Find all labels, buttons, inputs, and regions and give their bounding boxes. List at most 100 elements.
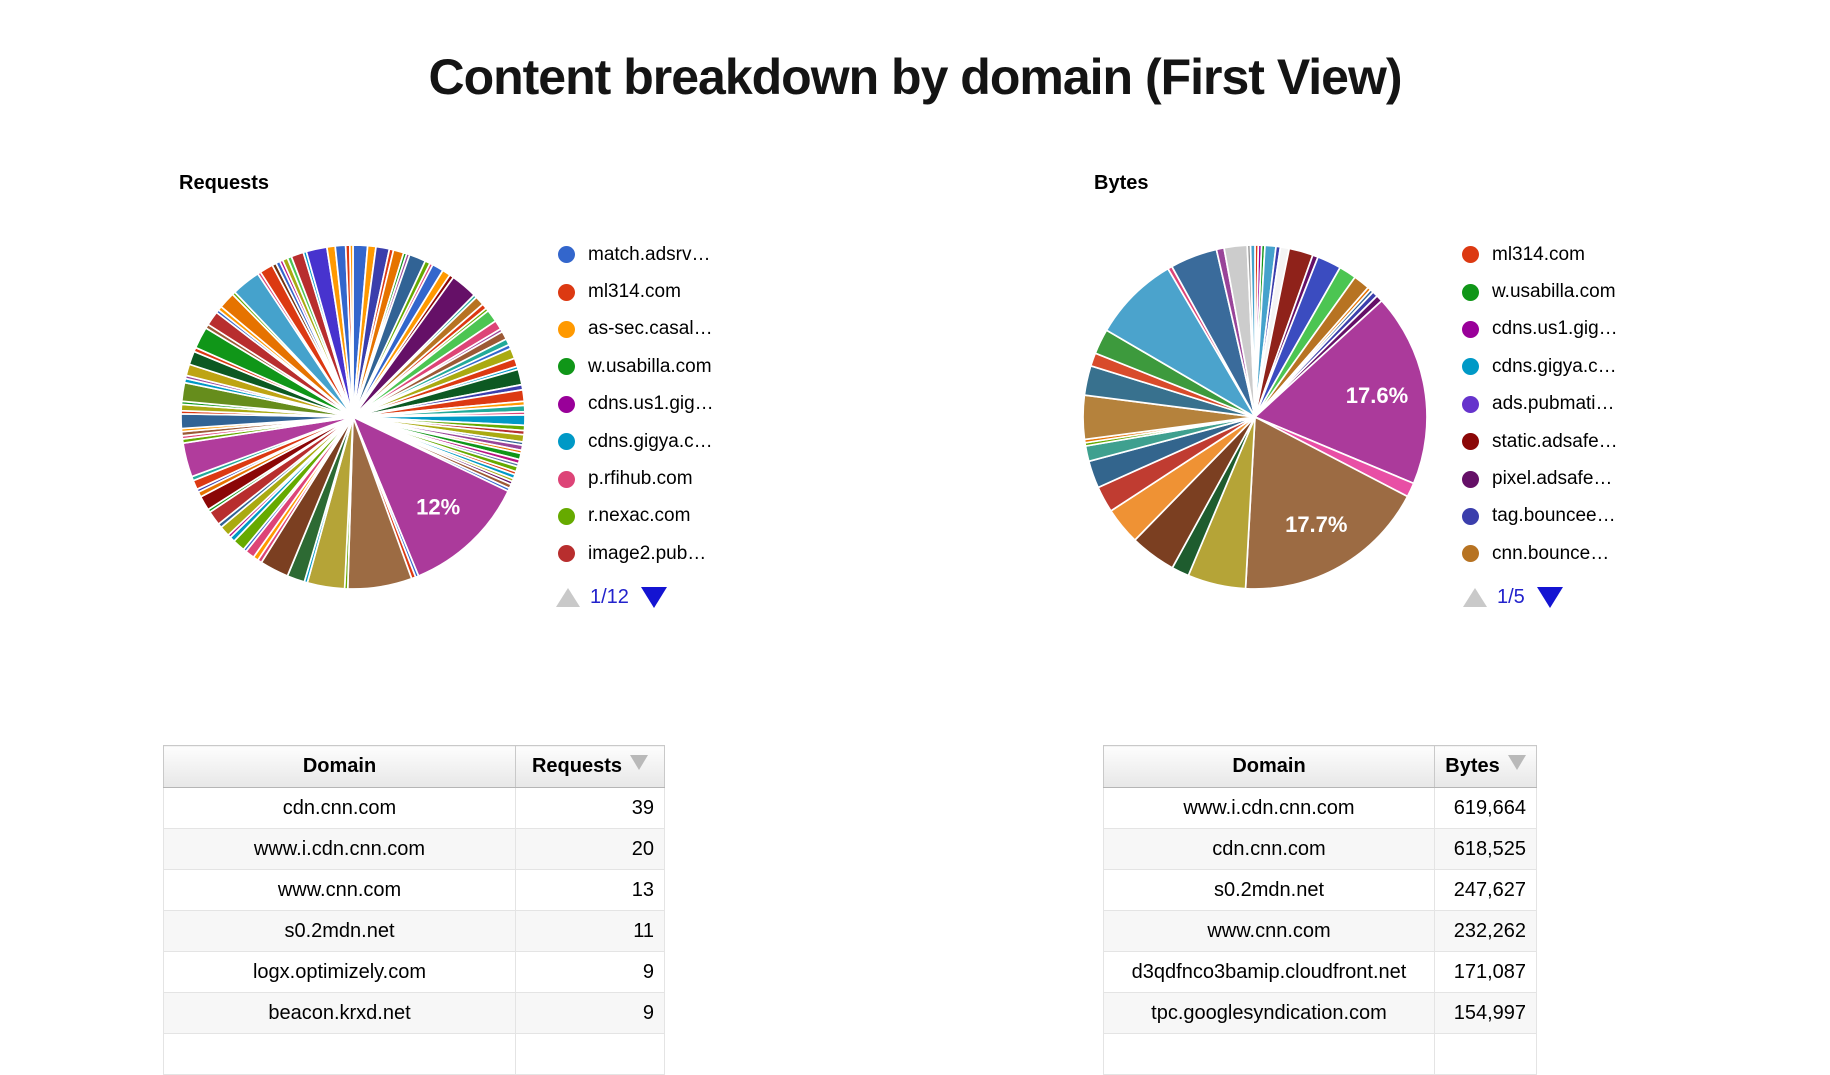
- value-cell: 13: [515, 869, 665, 911]
- value-cell: 20: [515, 828, 665, 870]
- legend-item[interactable]: w.usabilla.com: [1462, 273, 1618, 310]
- domain-cell: d3qdfnco3bamip.cloudfront.net: [1103, 951, 1435, 993]
- legend-item-label: pixel.adsafe…: [1492, 468, 1613, 490]
- table-row: beacon.krxd.net 9: [163, 992, 665, 1034]
- legend-color-dot-icon: [558, 283, 575, 301]
- table-row: www.i.cdn.cnn.com 20: [163, 828, 665, 870]
- sort-desc-icon: [1507, 755, 1526, 770]
- legend-color-dot-icon: [558, 395, 575, 413]
- domain-column-header[interactable]: Domain: [1103, 745, 1435, 788]
- legend-item[interactable]: p.rfihub.com: [558, 460, 714, 497]
- legend-item-label: w.usabilla.com: [1492, 281, 1616, 303]
- legend-color-dot-icon: [1462, 246, 1479, 264]
- legend-page-down-icon[interactable]: [640, 587, 667, 608]
- domain-cell: [163, 1033, 516, 1075]
- domain-cell: www.cnn.com: [1103, 910, 1435, 952]
- table-row: www.cnn.com 13: [163, 869, 665, 911]
- pie-slice[interactable]: [1244, 415, 1409, 590]
- pie-slice[interactable]: [348, 244, 354, 418]
- legend-color-dot-icon: [558, 545, 575, 563]
- legend-item[interactable]: ml314.com: [1462, 236, 1618, 273]
- value-cell: 39: [515, 787, 665, 829]
- legend-item[interactable]: cdns.us1.gig…: [558, 386, 714, 423]
- page-title: Content breakdown by domain (First View): [428, 48, 1402, 105]
- value-cell: 171,087: [1434, 951, 1537, 993]
- legend-item[interactable]: match.adsrv…: [558, 236, 714, 273]
- domain-cell: s0.2mdn.net: [163, 910, 516, 952]
- legend-item[interactable]: cdns.gigya.c…: [1462, 348, 1618, 385]
- value-cell: 618,525: [1434, 828, 1537, 870]
- legend-item-label: cdns.us1.gig…: [1492, 318, 1618, 340]
- table-row: tpc.googlesyndication.com 154,997: [1103, 992, 1537, 1034]
- legend-item[interactable]: ads.pubmati…: [1462, 386, 1618, 423]
- value-cell: 9: [515, 992, 665, 1034]
- legend-page-up-icon[interactable]: [556, 588, 580, 607]
- legend-item-label: w.usabilla.com: [588, 355, 712, 377]
- legend-color-dot-icon: [1462, 395, 1479, 413]
- value-cell: 9: [515, 951, 665, 993]
- legend-color-dot-icon: [1462, 545, 1479, 563]
- domain-cell: beacon.krxd.net: [163, 992, 516, 1034]
- legend-color-dot-icon: [558, 507, 575, 525]
- legend-item-label: cdns.gigya.c…: [588, 430, 713, 452]
- bytes-column-header[interactable]: Bytes: [1434, 745, 1537, 788]
- legend-item[interactable]: cdns.us1.gig…: [1462, 311, 1618, 348]
- requests-legend-pager: 1/12: [556, 586, 667, 609]
- legend-color-dot-icon: [558, 246, 575, 264]
- value-cell: 154,997: [1434, 992, 1537, 1034]
- legend-item[interactable]: static.adsafe…: [1462, 423, 1618, 460]
- domain-column-header[interactable]: Domain: [163, 745, 516, 788]
- legend-item-label: image2.pub…: [588, 542, 707, 564]
- pie-slice-label: 17.6%: [1346, 383, 1408, 408]
- legend-color-dot-icon: [1462, 507, 1479, 525]
- legend-item[interactable]: w.usabilla.com: [558, 348, 714, 385]
- table-row: d3qdfnco3bamip.cloudfront.net 171,087: [1103, 951, 1537, 993]
- domain-cell: www.i.cdn.cnn.com: [163, 828, 516, 870]
- value-cell: 11: [515, 910, 665, 952]
- table-row: s0.2mdn.net 11: [163, 910, 665, 952]
- bytes-table: Domain Bytes www.i.cdn.cnn.com 619,664 cdn…: [1103, 745, 1537, 1075]
- legend-item[interactable]: pixel.adsafe…: [1462, 460, 1618, 497]
- legend-item-label: match.adsrv…: [588, 243, 711, 265]
- legend-item[interactable]: as-sec.casal…: [558, 311, 714, 348]
- table-row: www.cnn.com 232,262: [1103, 910, 1537, 952]
- pie-slice[interactable]: [1253, 299, 1428, 485]
- requests-column-header[interactable]: Requests: [515, 745, 665, 788]
- table-row: s0.2mdn.net 247,627: [1103, 869, 1537, 911]
- pie-slice[interactable]: [351, 415, 510, 578]
- legend-item[interactable]: cdns.gigya.c…: [558, 423, 714, 460]
- table-header-row: Domain Requests: [163, 745, 665, 788]
- legend-item[interactable]: r.nexac.com: [558, 498, 714, 535]
- legend-page-up-icon[interactable]: [1463, 588, 1487, 607]
- table-row-partial: [1103, 1033, 1537, 1075]
- table-header-row: Domain Bytes: [1103, 745, 1537, 788]
- bytes-chart-title: Bytes: [1094, 172, 1149, 194]
- legend-color-dot-icon: [558, 433, 575, 451]
- value-cell: 232,262: [1434, 910, 1537, 952]
- legend-page-down-icon[interactable]: [1536, 587, 1563, 608]
- legend-item-label: static.adsafe…: [1492, 430, 1618, 452]
- legend-item[interactable]: cnn.bounce…: [1462, 535, 1618, 572]
- legend-item[interactable]: image2.pub…: [558, 535, 714, 572]
- pie-slice-label: 17.7%: [1285, 512, 1347, 537]
- value-cell: [1434, 1033, 1537, 1075]
- value-cell: [515, 1033, 665, 1075]
- legend-item-label: as-sec.casal…: [588, 318, 713, 340]
- pie-slice[interactable]: [1249, 244, 1256, 418]
- legend-color-dot-icon: [1462, 320, 1479, 338]
- legend-item-label: tag.bouncee…: [1492, 505, 1616, 527]
- table-row: www.i.cdn.cnn.com 619,664: [1103, 787, 1537, 829]
- table-row: logx.optimizely.com 9: [163, 951, 665, 993]
- bytes-pie-chart[interactable]: 17.6% 17.7%: [1079, 241, 1431, 593]
- requests-legend: match.adsrv… ml314.com as-sec.casal… w.usab…: [558, 236, 714, 573]
- legend-item-label: p.rfihub.com: [588, 468, 693, 490]
- domain-cell: [1103, 1033, 1435, 1075]
- pie-slice[interactable]: [1105, 267, 1258, 420]
- legend-item[interactable]: ml314.com: [558, 273, 714, 310]
- legend-item[interactable]: tag.bouncee…: [1462, 498, 1618, 535]
- requests-pie-chart[interactable]: 12%: [177, 241, 529, 593]
- domain-cell: www.cnn.com: [163, 869, 516, 911]
- legend-page-indicator: 1/5: [1497, 586, 1525, 608]
- sort-desc-icon: [630, 755, 649, 770]
- legend-color-dot-icon: [1462, 470, 1479, 488]
